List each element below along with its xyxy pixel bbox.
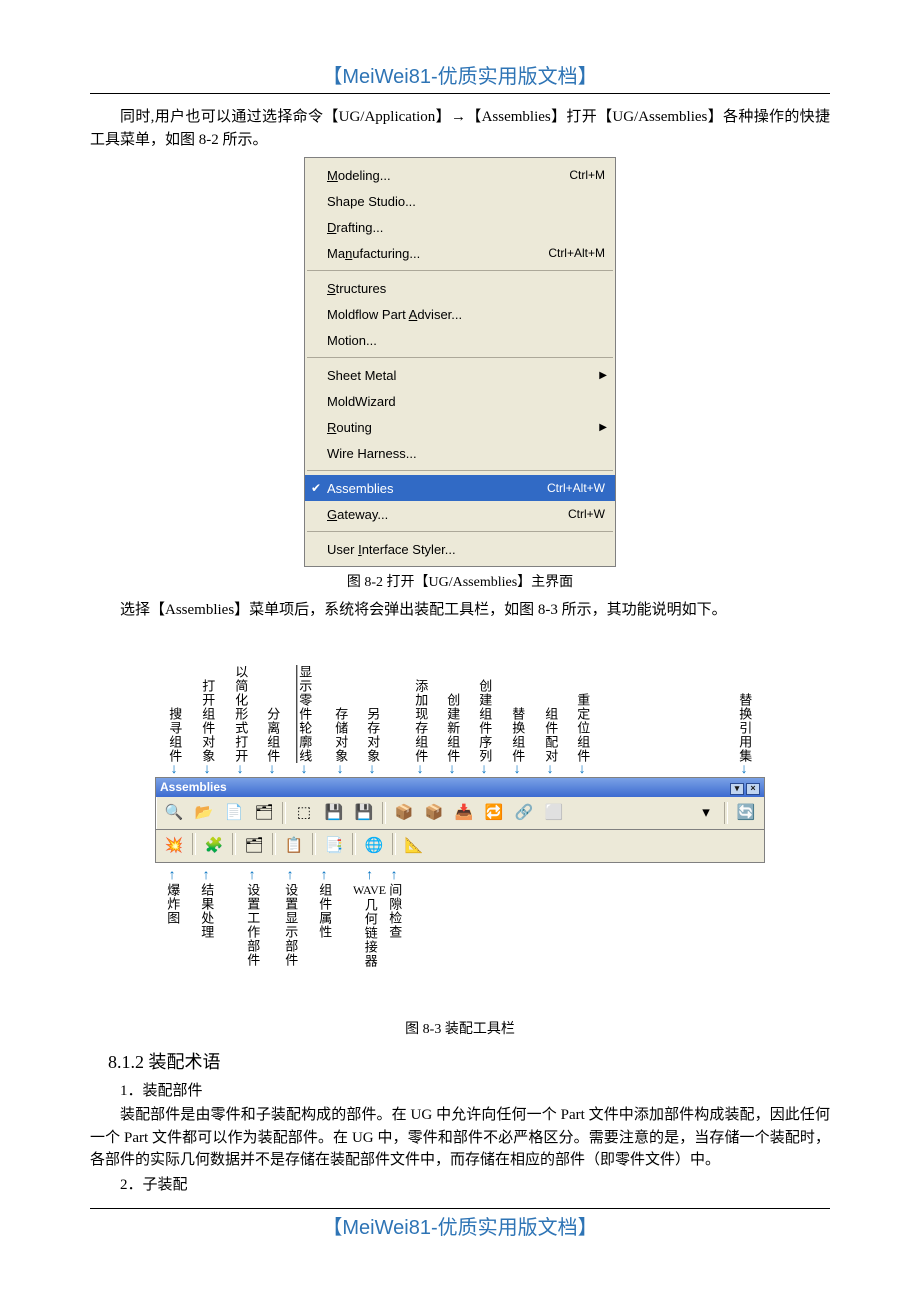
toolbar-bottom-label: ↑结果处理 [199, 869, 213, 939]
toolbar-button[interactable]: 🔄 [732, 800, 760, 826]
toolbar-bottom-label: ↑爆炸图 [165, 869, 179, 925]
menu-item[interactable]: Structures [305, 275, 615, 301]
toolbar-button[interactable]: 📦 [420, 800, 448, 826]
menu-item[interactable]: Motion... [305, 327, 615, 353]
toolbar-top-label: 组件配对↓ [543, 707, 557, 777]
toolbar-top-label: 显示零件轮廓线↓ [297, 665, 311, 777]
toolbar-button[interactable]: 🔁 [480, 800, 508, 826]
figure-caption-1: 图 8-2 打开【UG/Assemblies】主界面 [90, 571, 830, 591]
menu-item[interactable]: Moldflow Part Adviser... [305, 301, 615, 327]
menu-item[interactable]: Drafting... [305, 214, 615, 240]
toolbar-bottom-label: ↑间隙检查 [387, 869, 401, 939]
toolbar-button[interactable]: 📄 [220, 800, 248, 826]
toolbar-row-1: 🔍📂📄🗂⬚💾💾📦📦📥🔁🔗⬜▾🔄 [156, 797, 764, 829]
toolbar-button[interactable]: ⬚ [290, 800, 318, 826]
toolbar-bottom-label: ↑设置显示部件 [283, 869, 297, 967]
menu-item[interactable]: ✔AssembliesCtrl+Alt+W [305, 475, 615, 501]
rule-top [90, 93, 830, 94]
menu-item[interactable]: Gateway...Ctrl+W [305, 501, 615, 527]
toolbar-button[interactable]: 💥 [160, 833, 188, 859]
menu-item[interactable]: User Interface Styler... [305, 536, 615, 562]
menu-item[interactable]: Manufacturing...Ctrl+Alt+M [305, 240, 615, 266]
toolbar-figure: 搜寻组件↓ 打开组件对象↓ 以简化形式打开↓ 分离组件↓ 显示零件轮廓线↓ 存储对象↓ 另存… [155, 632, 765, 1014]
toolbar-button[interactable]: 💾 [350, 800, 378, 826]
para-1: 同时,用户也可以通过选择命令【UG/Application】→【Assembli… [90, 106, 830, 151]
toolbar-button[interactable]: ⬜ [540, 800, 568, 826]
toolbar-button[interactable]: 💾 [320, 800, 348, 826]
toolbar-top-label: 打开组件对象↓ [200, 679, 214, 777]
toolbar-row-2: 💥 🧩 🗂 📋 📑 🌐 📐 [155, 830, 765, 863]
toolbar-top-label: 存储对象↓ [333, 707, 347, 777]
toolbar-bottom-label: ↑WAVE几何链接器 [353, 869, 386, 968]
menu-item[interactable]: Wire Harness... [305, 440, 615, 466]
menu-item[interactable]: Sheet Metal▶ [305, 362, 615, 388]
toolbar-button[interactable]: 🧩 [200, 833, 228, 859]
toolbar-top-label: 以简化形式打开↓ [233, 665, 247, 777]
toolbar-button[interactable]: 🗂 [250, 800, 278, 826]
toolbar-button[interactable]: 🔗 [510, 800, 538, 826]
toolbar-top-label: 替换引用集↓ [737, 693, 751, 777]
figure-caption-2: 图 8-3 装配工具栏 [90, 1018, 830, 1038]
menu-item[interactable]: Shape Studio... [305, 188, 615, 214]
toolbar-button[interactable]: 🌐 [360, 833, 388, 859]
toolbar-button[interactable]: 🔍 [160, 800, 188, 826]
para-2: 选择【Assemblies】菜单项后，系统将会弹出装配工具栏，如图 8-3 所示… [90, 599, 830, 622]
toolbar-button[interactable]: 📐 [400, 833, 428, 859]
rule-bottom [90, 1208, 830, 1209]
menu-item[interactable]: Routing▶ [305, 414, 615, 440]
toolbar-button[interactable]: 📋 [280, 833, 308, 859]
toolbar-button[interactable]: 📦 [390, 800, 418, 826]
toolbar-button[interactable]: 🗂 [240, 833, 268, 859]
toolbar: Assemblies ▾× 🔍📂📄🗂⬚💾💾📦📦📥🔁🔗⬜▾🔄 [155, 777, 765, 830]
toolbar-top-label: 创建新组件↓ [445, 693, 459, 777]
item2-head: 2．子装配 [90, 1174, 830, 1197]
toolbar-button[interactable]: 📂 [190, 800, 218, 826]
toolbar-top-label: 替换组件↓ [510, 707, 524, 777]
menu-item[interactable]: Modeling...Ctrl+M [305, 162, 615, 188]
page-header: 【MeiWei81-优质实用版文档】 [90, 60, 830, 89]
section-heading: 8.1.2 装配术语 [108, 1048, 830, 1074]
toolbar-top-label: 搜寻组件↓ [167, 707, 181, 777]
toolbar-top-label: 分离组件↓ [265, 707, 279, 777]
toolbar-title: Assemblies [160, 780, 227, 794]
app-menu: Modeling...Ctrl+MShape Studio...Drafting… [304, 157, 616, 567]
page-footer: 【MeiWei81-优质实用版文档】 [90, 1211, 830, 1240]
item1-head: 1．装配部件 [90, 1080, 830, 1103]
menu-item[interactable]: MoldWizard [305, 388, 615, 414]
toolbar-top-label: 另存对象↓ [365, 707, 379, 777]
toolbar-bottom-label: ↑设置工作部件 [245, 869, 259, 967]
toolbar-button[interactable]: 📥 [450, 800, 478, 826]
toolbar-dropdown[interactable]: ▾ [692, 800, 720, 826]
toolbar-window-buttons[interactable]: ▾× [728, 780, 760, 795]
toolbar-top-label: 创建组件序列↓ [477, 679, 491, 777]
toolbar-bottom-label: ↑组件属性 [317, 869, 331, 939]
toolbar-top-label: 添加现存组件↓ [413, 679, 427, 777]
toolbar-titlebar: Assemblies ▾× [156, 778, 764, 797]
toolbar-button[interactable]: 📑 [320, 833, 348, 859]
toolbar-top-label: 重定位组件↓ [575, 693, 589, 777]
item1-body: 装配部件是由零件和子装配构成的部件。在 UG 中允许向任何一个 Part 文件中… [90, 1104, 830, 1172]
